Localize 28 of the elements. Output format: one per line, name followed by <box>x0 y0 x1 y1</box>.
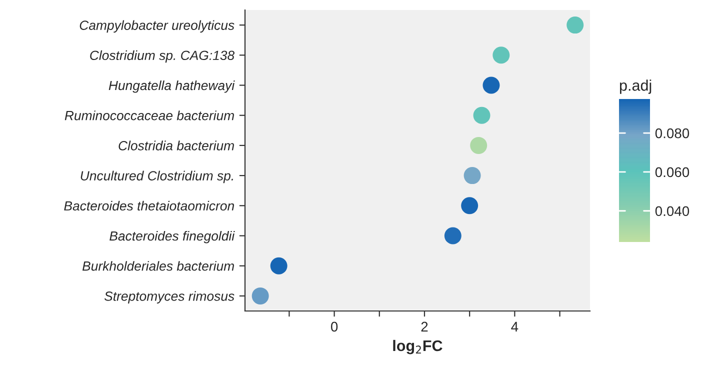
point <box>473 106 490 124</box>
point <box>252 287 269 304</box>
color-bar-label: 0.040 <box>655 206 690 216</box>
y-tick-label: Campylobacter ureolyticus <box>80 20 234 33</box>
y-tick-label: Clostridia bacterium <box>118 140 234 150</box>
color-bar-title: p.adj <box>620 80 652 94</box>
color-bar-label: 0.080 <box>655 128 690 138</box>
y-tick-label: Bacteroides thetaiotaomicron <box>64 200 234 211</box>
point <box>566 16 584 34</box>
point <box>270 257 288 274</box>
y-tick-label: Hungatella hathewayi <box>108 80 235 93</box>
y-tick-label: Burkholderiales bacterium <box>82 261 234 271</box>
y-tick-label: Streptomyces rimosus <box>104 291 234 304</box>
point <box>461 197 478 214</box>
y-tick-label: Uncultured Clostridium sp. <box>80 170 233 184</box>
point <box>470 136 488 154</box>
point <box>464 167 481 184</box>
y-tick-label: Clostridium sp. CAG:138 <box>90 50 235 63</box>
point <box>444 227 462 244</box>
x-tick-label: 4 <box>511 322 518 332</box>
x-axis-title: log$_{2}$FC <box>393 340 442 354</box>
x-tick-label: 0 <box>330 322 338 332</box>
y-tick-label: Bacteroides finegoldii <box>110 230 235 244</box>
point <box>492 46 510 64</box>
x-tick-label: 2 <box>421 322 428 332</box>
point <box>482 76 500 94</box>
y-tick-label: Ruminococcaceae bacterium <box>64 110 234 120</box>
color-bar-label: 0.060 <box>655 167 690 178</box>
